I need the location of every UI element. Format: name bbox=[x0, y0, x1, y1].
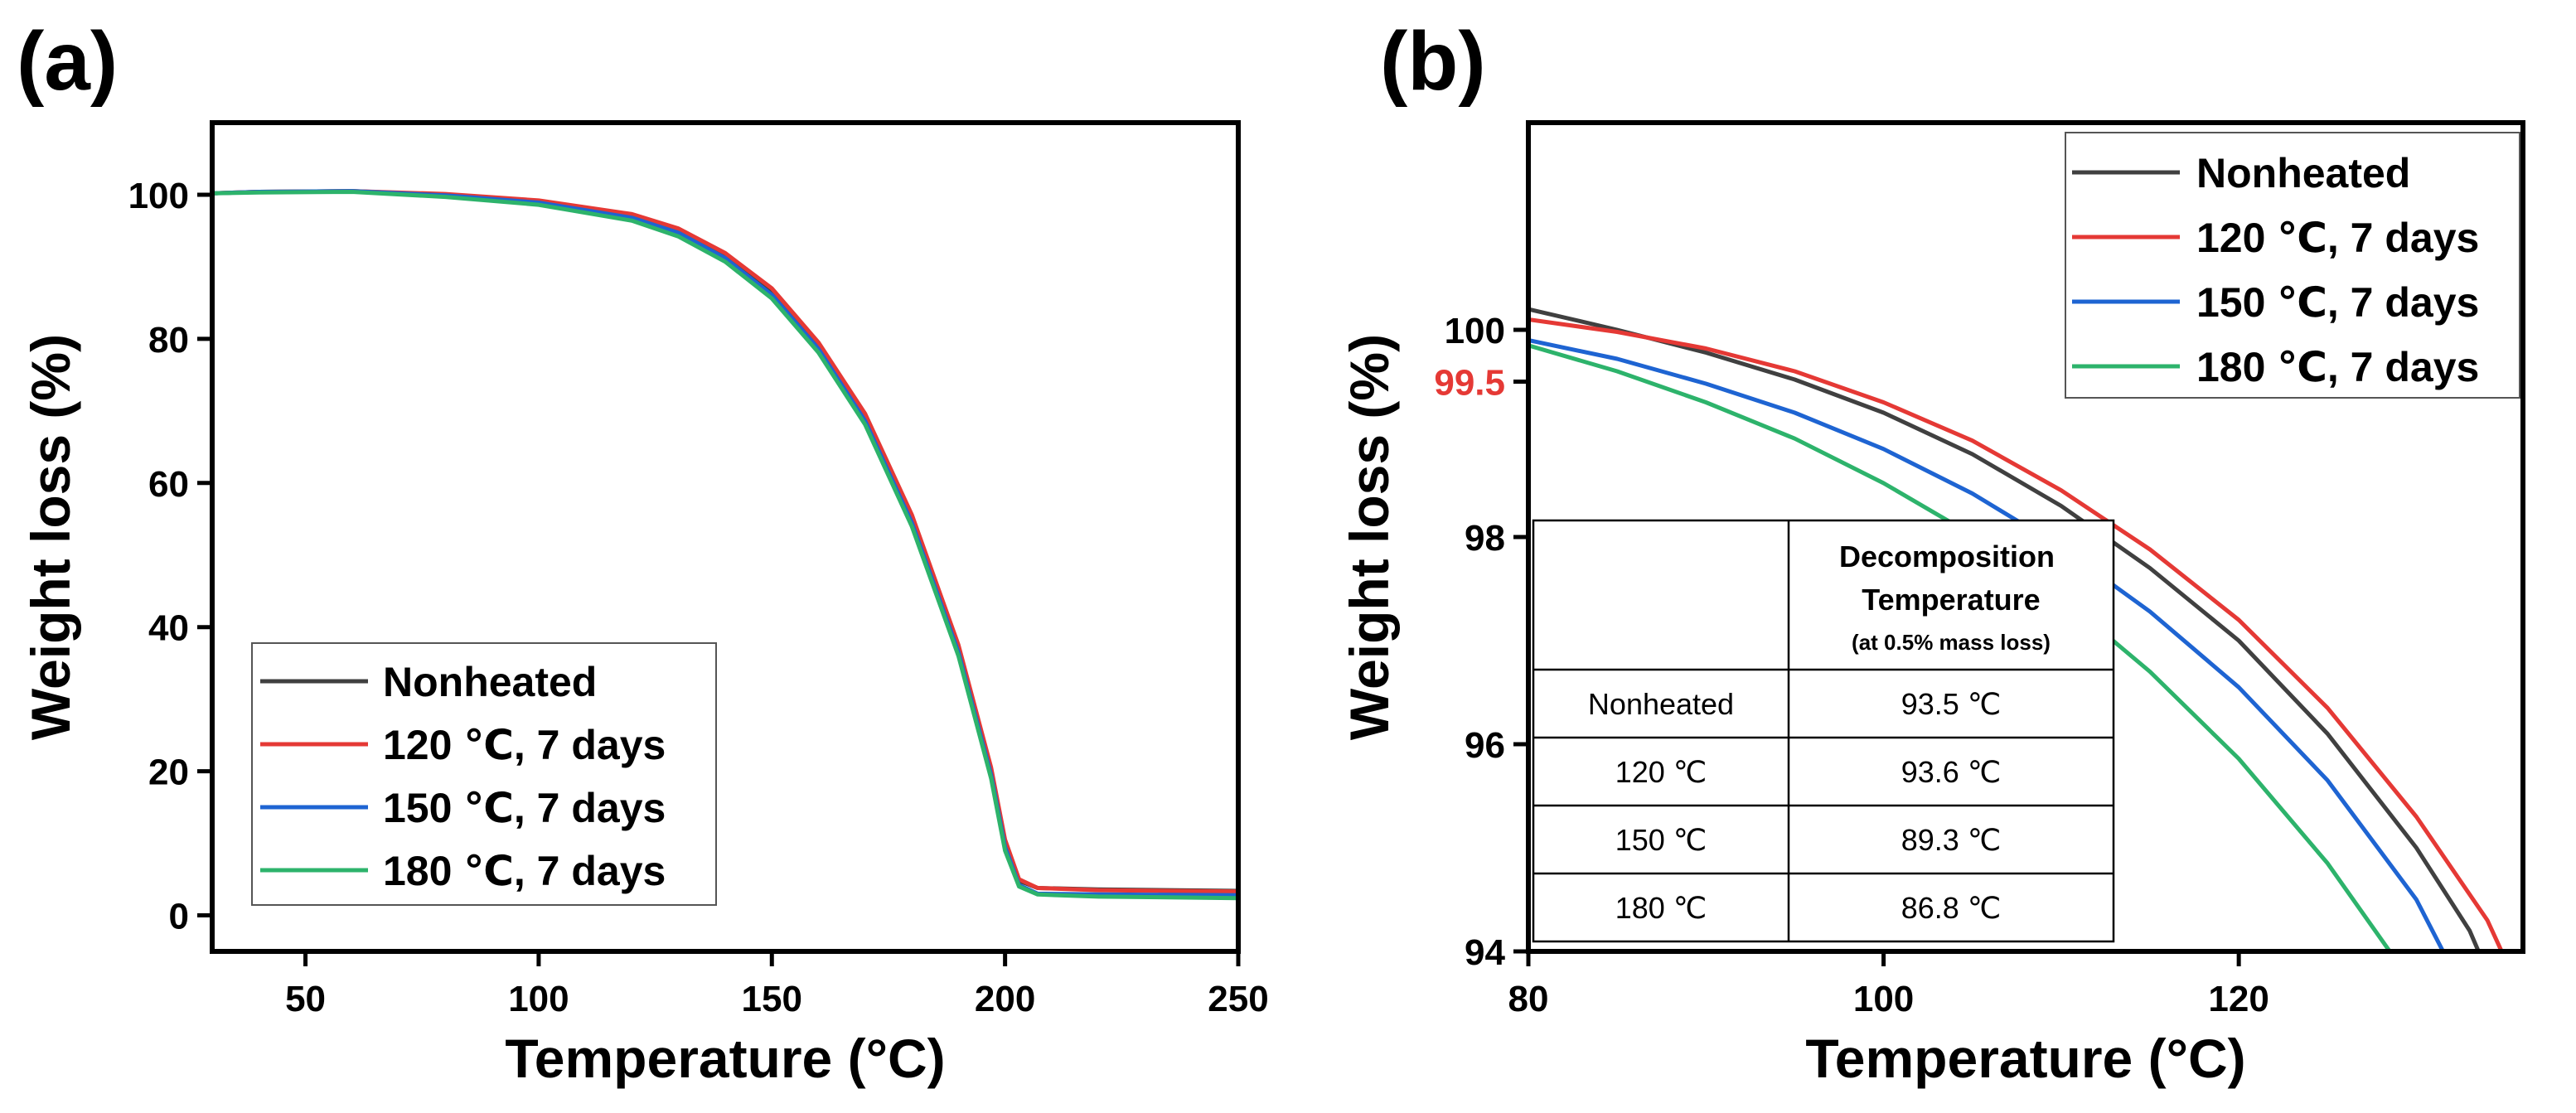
panel-b-y-axis-title: Weight loss (%) bbox=[1339, 334, 1400, 740]
panel-b-x-tick-label: 120 bbox=[2208, 979, 2269, 1019]
panel-a-x-axis-title: Temperature (°C) bbox=[505, 1028, 945, 1089]
panel-a-y-tick-label: 60 bbox=[148, 464, 189, 505]
panel-b-series-line-0 bbox=[1528, 307, 2481, 951]
panel-a-plot bbox=[212, 189, 1238, 901]
panel-a-x-tick-label: 150 bbox=[742, 979, 802, 1019]
panel-b-y-tick-label: 94 bbox=[1465, 932, 1505, 973]
panel-b-legend-label-nonheated: Nonheated bbox=[2196, 150, 2410, 196]
table-cell-label: 150 ℃ bbox=[1615, 823, 1707, 857]
panel-a-label: (a) bbox=[17, 15, 118, 108]
decomposition-table: Decomposition Temperature (at 0.5% mass … bbox=[1532, 519, 2115, 943]
panel-b-legend-label-120c: 120 ℃, 7 days bbox=[2196, 215, 2479, 261]
panel-a-y-tick-label: 100 bbox=[128, 176, 189, 216]
table-border bbox=[1532, 519, 2115, 943]
panel-a-legend-label-180c: 180 ℃, 7 days bbox=[383, 848, 666, 894]
panel-b-legend: Nonheated 120 ℃, 7 days 150 ℃, 7 days 18… bbox=[2065, 132, 2520, 399]
table-cell-label: 120 ℃ bbox=[1615, 755, 1707, 789]
table-header-cell: Decomposition Temperature (at 0.5% mass … bbox=[1839, 540, 2063, 655]
panel-a-legend-label-120c: 120 ℃, 7 days bbox=[383, 722, 666, 768]
panel-b-label: (b) bbox=[1380, 15, 1486, 108]
panel-a: (a) 50 100 150 200 250 0 20 40 60 80 100 Temperat… bbox=[17, 15, 1269, 1089]
panel-a-y-axis-title: Weight loss (%) bbox=[20, 334, 81, 740]
panel-b-legend-box bbox=[2065, 132, 2520, 399]
table-header-title: Decomposition Temperature bbox=[1839, 540, 2063, 617]
panel-b-x-axis-title: Temperature (°C) bbox=[1805, 1028, 2245, 1089]
panel-b-legend-label-150c: 150 ℃, 7 days bbox=[2196, 279, 2479, 326]
table-cell-label: Nonheated bbox=[1588, 687, 1734, 721]
panel-b-x-tick-label: 80 bbox=[1508, 979, 1549, 1019]
panel-a-series-line-3 bbox=[212, 190, 1238, 901]
table-cell-value: 89.3 ℃ bbox=[1901, 823, 2002, 857]
panel-a-plot-frame bbox=[210, 120, 1241, 954]
panel-a-legend-label-nonheated: Nonheated bbox=[383, 659, 597, 705]
panel-b-y-tick-label-highlight: 99.5 bbox=[1434, 363, 1505, 404]
table-header-subtitle: (at 0.5% mass loss) bbox=[1852, 630, 2051, 655]
panel-a-x-tick-label: 200 bbox=[975, 979, 1035, 1019]
panel-a-x-tick-label: 250 bbox=[1208, 979, 1268, 1019]
panel-a-x-tick-label: 50 bbox=[285, 979, 326, 1019]
panel-b-x-ticks: 80 100 120 bbox=[1508, 951, 2269, 1019]
panel-b-y-tick-label: 96 bbox=[1465, 725, 1505, 766]
panel-a-y-tick-label: 80 bbox=[148, 320, 189, 361]
panel-a-legend-box bbox=[251, 642, 717, 906]
panel-b-y-tick-label: 100 bbox=[1445, 311, 1505, 351]
panel-b: (b) 80 100 120 94 96 98 100 99.5 Temperature (… bbox=[1339, 15, 2525, 1089]
panel-b-y-ticks: 94 96 98 100 99.5 bbox=[1434, 311, 1528, 973]
table-cell-value: 93.5 ℃ bbox=[1901, 687, 2002, 721]
panel-a-y-ticks: 0 20 40 60 80 100 bbox=[128, 176, 212, 937]
panel-b-series-line-1 bbox=[1528, 317, 2504, 951]
panel-a-y-tick-label: 0 bbox=[169, 897, 189, 937]
table-cell-value: 86.8 ℃ bbox=[1901, 891, 2002, 925]
panel-a-legend: Nonheated 120 ℃, 7 days 150 ℃, 7 days 18… bbox=[251, 642, 717, 906]
table-cell-value: 93.6 ℃ bbox=[1901, 755, 2002, 789]
panel-a-y-tick-label: 20 bbox=[148, 752, 189, 793]
panel-b-legend-label-180c: 180 ℃, 7 days bbox=[2196, 344, 2479, 390]
panel-b-y-tick-label: 98 bbox=[1465, 518, 1505, 559]
panel-a-x-ticks: 50 100 150 200 250 bbox=[285, 951, 1269, 1019]
panel-a-x-tick-label: 100 bbox=[508, 979, 569, 1019]
panel-a-legend-label-150c: 150 ℃, 7 days bbox=[383, 785, 666, 831]
table-cell-label: 180 ℃ bbox=[1615, 891, 1707, 925]
panel-b-x-tick-label: 100 bbox=[1853, 979, 1914, 1019]
panel-a-y-tick-label: 40 bbox=[148, 608, 189, 649]
